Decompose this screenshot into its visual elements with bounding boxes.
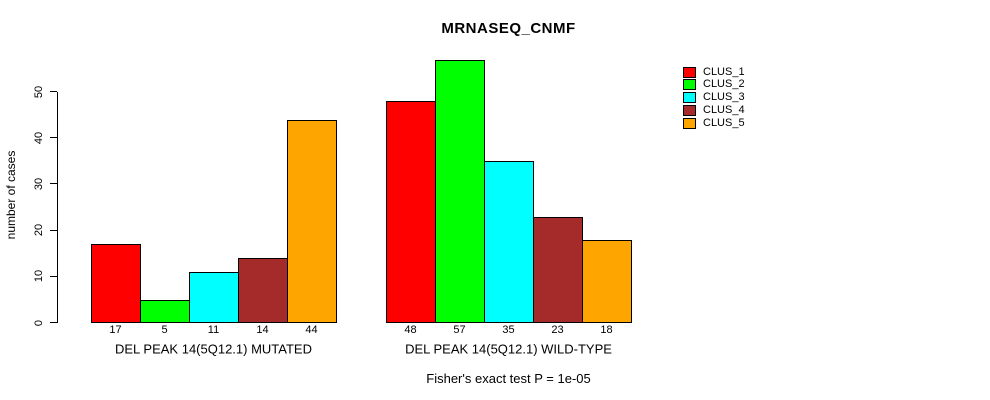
y-axis-label: number of cases <box>4 150 18 240</box>
bar-clus_4-group1 <box>238 258 288 323</box>
chart-title: MRNASEQ_CNMF <box>441 20 576 37</box>
bar-value-label: 17 <box>109 324 122 336</box>
y-axis-tick <box>50 91 57 92</box>
legend-item-clus_5: CLUS_5 <box>683 117 745 129</box>
legend-label: CLUS_5 <box>703 116 745 129</box>
legend-label: CLUS_2 <box>703 78 745 91</box>
bar-value-label: 44 <box>305 324 318 336</box>
y-axis-tick-label: 50 <box>33 85 45 98</box>
bar-value-label: 18 <box>600 324 613 336</box>
bar-clus_3-group2 <box>484 161 534 323</box>
legend-label: CLUS_4 <box>703 103 745 116</box>
y-axis-tick <box>50 322 57 323</box>
y-axis-tick-label: 20 <box>33 223 45 237</box>
x-axis-category-label: DEL PEAK 14(5Q12.1) MUTATED <box>115 341 312 357</box>
bar-value-label: 23 <box>551 324 564 336</box>
y-axis-tick-label: 40 <box>33 131 45 144</box>
bar-value-label: 11 <box>207 324 220 336</box>
legend-item-clus_4: CLUS_4 <box>683 104 745 116</box>
legend-label: CLUS_3 <box>703 91 745 103</box>
bar-clus_4-group2 <box>533 217 583 323</box>
legend-color-swatch <box>683 92 696 103</box>
y-axis-tick-label: 10 <box>33 270 45 283</box>
legend-color-swatch <box>683 117 696 129</box>
y-axis-line <box>57 92 58 323</box>
legend-item-clus_2: CLUS_2 <box>683 79 745 91</box>
bar-clus_5-group1 <box>287 120 337 323</box>
bar-clus_2-group1 <box>140 300 190 323</box>
legend-color-swatch <box>683 79 696 91</box>
y-axis-tick-label: 0 <box>33 319 45 326</box>
bar-clus_2-group2 <box>435 60 485 323</box>
y-axis-tick-label: 30 <box>33 177 45 191</box>
bar-clus_5-group2 <box>582 240 632 323</box>
bar-clus_3-group1 <box>189 272 239 323</box>
bar-value-label: 48 <box>404 324 417 336</box>
legend-item-clus_1: CLUS_1 <box>683 66 745 78</box>
fisher-test-note: Fisher's exact test P = 1e-05 <box>426 371 591 386</box>
bar-clus_1-group2 <box>386 101 436 323</box>
legend-item-clus_3: CLUS_3 <box>683 92 745 104</box>
bar-value-label: 14 <box>256 324 269 336</box>
y-axis-tick <box>50 229 57 231</box>
bar-clus_1-group1 <box>91 244 141 323</box>
legend-color-swatch <box>683 66 696 78</box>
legend-color-swatch <box>683 104 696 116</box>
y-axis-tick <box>50 183 57 185</box>
y-axis-tick <box>50 275 57 277</box>
y-axis-tick <box>50 137 57 139</box>
x-axis-category-label: DEL PEAK 14(5Q12.1) WILD-TYPE <box>405 341 612 357</box>
bar-value-label: 35 <box>502 324 515 336</box>
bar-value-label: 5 <box>161 324 168 336</box>
legend-label: CLUS_1 <box>703 65 745 78</box>
bar-value-label: 57 <box>453 324 466 336</box>
